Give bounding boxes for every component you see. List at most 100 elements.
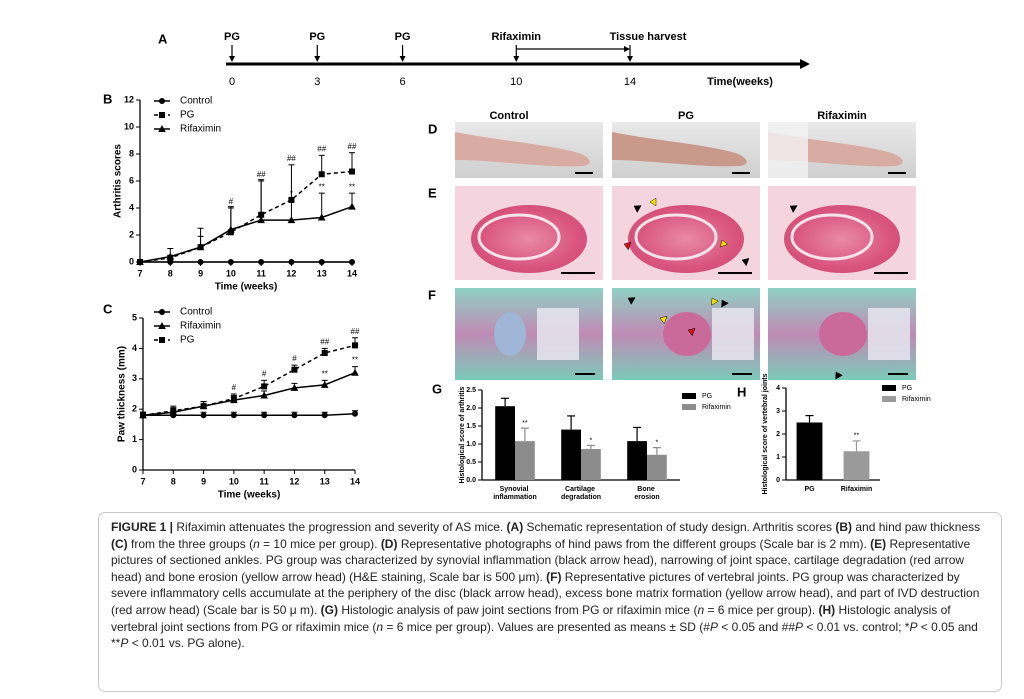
caption-text: n <box>376 619 384 634</box>
caption-text: FIGURE 1 | <box>111 520 177 534</box>
x-tick-label: 10 <box>229 476 239 486</box>
caption-text: Rifaximin attenuates the progression and… <box>176 520 507 534</box>
x-tick-label: 12 <box>286 268 296 278</box>
arrow-head <box>721 299 729 308</box>
x-tick-label-line: erosion <box>634 494 659 501</box>
y-tick-label: 0 <box>776 477 780 484</box>
y-tick-label: 0 <box>132 464 137 474</box>
x-tick-label: 9 <box>201 476 206 486</box>
y-axis-label: Paw thickness (mm) <box>117 346 128 442</box>
legend-marker <box>159 309 165 315</box>
series-line <box>139 205 353 263</box>
timeline-event-label: PG <box>395 31 411 43</box>
caption-text: Representative photographs of hind paws … <box>397 536 871 551</box>
caption-text: = 6 mice per group). <box>704 602 819 617</box>
marker <box>140 412 146 419</box>
marker <box>351 368 359 376</box>
x-axis-label: Time (weeks) <box>215 282 278 293</box>
caption-text: Histologic analysis of vertebral joint s… <box>111 602 951 634</box>
caption: FIGURE 1 | Rifaximin attenuates the prog… <box>98 512 1002 692</box>
significance-label: ** <box>319 182 325 191</box>
marker <box>318 171 325 178</box>
y-tick-label: 4 <box>132 343 137 353</box>
y-tick-label: 4 <box>776 385 780 392</box>
marker <box>349 259 355 265</box>
bone-marrow <box>868 308 910 360</box>
bar <box>495 406 515 480</box>
paw-shape <box>455 132 590 167</box>
significance-label: ## <box>351 327 360 336</box>
caption-text: = 6 mice per group). Values are presente… <box>383 619 710 634</box>
legend-label: PG <box>902 385 912 392</box>
series-line <box>142 372 356 417</box>
panel-letter: C <box>103 301 113 316</box>
caption-text: (B) <box>835 520 853 534</box>
arrow-head <box>687 328 696 337</box>
arrow-head <box>659 316 668 325</box>
timeline-event-label: PG <box>224 31 240 43</box>
caption-text: from the three groups ( <box>127 536 254 551</box>
y-tick-label: 0 <box>129 256 134 266</box>
x-tick-label-line: inflammation <box>493 494 537 501</box>
legend-swatch <box>682 393 696 399</box>
x-tick-label-line: Bone <box>637 486 656 493</box>
marker <box>321 349 328 356</box>
bar <box>647 454 667 480</box>
legend-label: Rifaximin <box>702 404 731 411</box>
y-tick-label: 2 <box>132 404 137 414</box>
bar <box>796 422 823 480</box>
marker <box>321 412 328 419</box>
panel-letter: E <box>428 185 437 200</box>
x-tick-label: PG <box>804 486 815 493</box>
caption-text: < 0.01 vs. control; * <box>803 619 910 634</box>
marker <box>230 395 237 402</box>
disc <box>819 312 867 356</box>
panel-letter: G <box>432 381 442 396</box>
arrow-head <box>835 371 843 380</box>
x-tick-label-line: Cartilage <box>565 486 597 493</box>
y-tick-label: 1.0 <box>466 441 476 448</box>
column-header: PG <box>678 110 694 122</box>
timeline-axis-label: Time(weeks) <box>707 76 773 88</box>
timeline-event-arrowhead <box>229 56 235 62</box>
treatment-bracket-head <box>624 46 630 52</box>
x-tick-label: 8 <box>171 476 176 486</box>
caption-text: P <box>120 636 129 651</box>
significance-label: ** <box>349 182 355 191</box>
significance-label: * <box>656 439 659 446</box>
marker <box>352 342 358 349</box>
y-tick-label: 2 <box>776 431 780 438</box>
marker <box>227 225 235 233</box>
caption-text: (F) <box>546 569 562 584</box>
legend-marker <box>159 98 165 104</box>
x-tick-label: Cartilage degradation <box>561 486 601 501</box>
x-tick-label: 11 <box>259 476 269 486</box>
significance-label: ** <box>352 356 358 365</box>
significance-label: ## <box>257 170 266 179</box>
x-tick-label: 7 <box>140 476 145 486</box>
timeline-tick-label: 0 <box>229 76 235 88</box>
y-tick-label: 3 <box>132 373 137 383</box>
column-header: Rifaximin <box>817 110 867 122</box>
x-tick-label: 12 <box>289 476 299 486</box>
y-tick-label: 1.5 <box>466 423 476 430</box>
marker <box>260 391 268 399</box>
bar <box>581 449 601 480</box>
joint-space <box>790 213 874 261</box>
marker <box>261 412 268 419</box>
significance-label: * <box>590 437 593 444</box>
timeline-event-arrowhead <box>513 56 520 62</box>
significance-label: # <box>262 369 267 378</box>
y-axis-label: Arthritis scores <box>113 144 124 218</box>
significance-label: ## <box>287 154 296 163</box>
marker <box>318 259 325 265</box>
x-tick-label: 14 <box>350 476 360 486</box>
y-tick-label: 10 <box>124 121 134 131</box>
timeline-tick-label: 14 <box>624 76 636 88</box>
caption-text: (A) <box>506 520 524 534</box>
marker <box>352 410 358 417</box>
timeline-event-label: Rifaximin <box>492 31 542 43</box>
timeline-tick-label: 6 <box>400 76 406 88</box>
marker <box>291 412 298 419</box>
